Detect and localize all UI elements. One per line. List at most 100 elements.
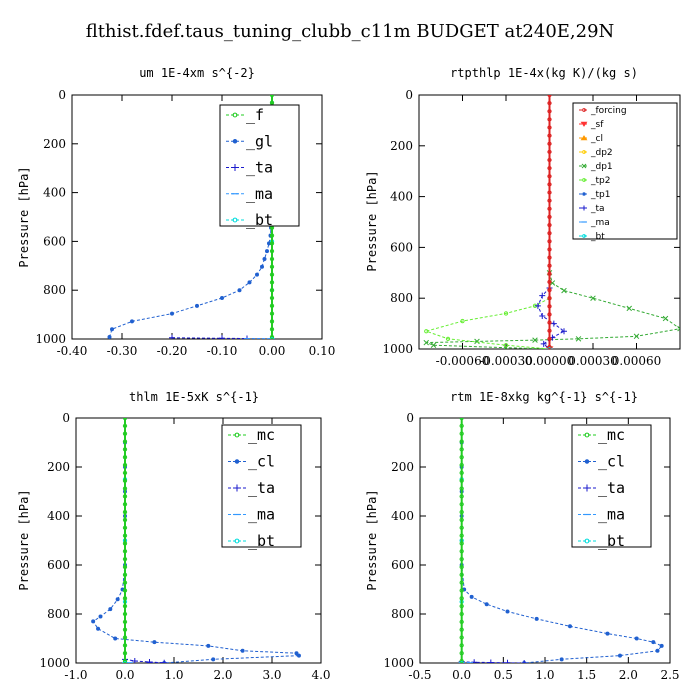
data-point [122,549,128,554]
data-point [237,288,242,293]
data-point [459,658,464,663]
data-point [459,439,464,444]
legend-label: _bt [246,211,273,229]
data-point [659,643,664,648]
data-point [547,320,552,325]
data-point [547,95,552,98]
data-point [547,344,552,349]
legend-label: _dp2 [590,148,613,158]
series-line [124,658,165,663]
data-point [146,660,153,663]
legend-label: _bt [598,532,625,550]
x-tick-label: 1.5 [577,668,596,682]
data-point [269,327,275,332]
chart-panel-rtm: rtm 1E-8xkg kg^{-1} s^{-1} Pressure [hPa… [365,390,680,682]
data-point [460,318,465,324]
y-tick-label: 200 [43,137,66,151]
x-tick-label: 2.0 [619,668,638,682]
y-tick-label: 600 [43,234,66,248]
data-point [655,648,660,653]
data-point [247,280,252,285]
series-dp1 [423,270,680,349]
data-point [459,604,464,609]
data-point [122,447,128,452]
legend-label: _ta [598,479,625,497]
data-point [122,533,128,538]
data-point [547,157,552,163]
legend-label: _f [246,106,264,124]
series-forcing [547,95,552,349]
data-point [605,631,610,636]
data-point [582,178,586,182]
data-point [269,241,275,246]
x-tick-label: 0.00060 [612,354,662,368]
series-mc [459,418,464,663]
series-mc [122,418,128,663]
data-point [269,295,275,301]
data-point [459,580,464,585]
data-point [547,346,552,349]
data-point [296,653,301,658]
data-point [269,272,275,277]
x-tick-label: -0.5 [408,668,431,682]
legend-box [219,104,300,227]
data-point [547,182,552,187]
data-point [91,619,96,624]
data-point [474,338,480,345]
data-point [269,303,275,308]
data-point [269,256,275,262]
x-tick-label: -0.40 [57,344,88,358]
data-point [122,627,128,632]
x-tick-label: 2.0 [213,668,232,682]
data-point [122,556,128,562]
data-point [469,594,474,599]
y-tick-label: 400 [47,509,70,523]
plot-area [423,95,680,349]
data-point [582,108,586,112]
legend-label: _cl [598,453,625,471]
legend-label: _sf [590,120,604,130]
data-point [547,271,552,276]
data-point [269,288,275,293]
data-point [581,205,587,211]
legend-label: _bt [248,532,275,550]
data-point [113,636,118,641]
chart-panel-um: um 1E-4xm s^{-2} Pressure [hPa] 0 200 400 6… [17,66,335,358]
data-point [547,231,552,236]
legend-label: _ma [248,506,275,524]
legend-entry: _ma [579,218,610,228]
legend-label: _ma [246,185,273,203]
legend-entry: _tp1 [579,190,610,200]
data-point [234,459,240,464]
data-point [262,256,267,261]
data-point [459,423,464,428]
data-point [547,328,552,333]
y-tick-label: 800 [47,607,70,621]
data-point [459,611,464,617]
legend-entry: _dp2 [579,148,613,158]
data-point [504,659,511,663]
x-tick-label: -0.00030 [479,354,533,368]
data-point [122,604,128,609]
data-point [582,234,586,238]
legend-entry: _tp2 [579,176,610,186]
data-point [255,272,259,277]
x-tick-label: -0.20 [157,344,188,358]
data-point [459,627,464,632]
y-tick-label: 0 [62,411,70,425]
data-point [211,657,216,662]
y-tick-label: 1000 [382,342,413,356]
x-tick-label: 0.5 [494,668,513,682]
legend-entry: _bt [226,211,273,229]
series-line [461,661,525,663]
data-point [269,311,275,316]
data-point [459,643,464,648]
data-point [539,312,546,319]
data-point [269,100,275,105]
legend-entry: _ta [578,479,625,497]
data-point [547,206,552,211]
legend-label: _tp2 [590,176,610,186]
y-tick-label: 1000 [383,656,414,670]
data-point [459,533,464,538]
data-point [580,135,588,141]
